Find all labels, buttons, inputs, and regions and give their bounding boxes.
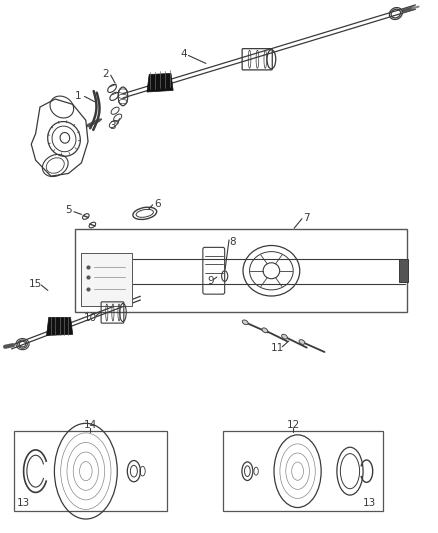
Bar bbox=[14, 431, 166, 511]
Text: 3: 3 bbox=[110, 120, 116, 131]
Polygon shape bbox=[46, 317, 73, 335]
Text: 14: 14 bbox=[84, 420, 97, 430]
Ellipse shape bbox=[299, 340, 305, 344]
Ellipse shape bbox=[282, 334, 287, 339]
Bar bbox=[399, 259, 408, 282]
Text: 13: 13 bbox=[17, 497, 30, 507]
Bar bbox=[81, 253, 132, 306]
Text: 6: 6 bbox=[155, 199, 161, 209]
Text: 10: 10 bbox=[84, 312, 97, 322]
Text: 15: 15 bbox=[29, 279, 42, 288]
Bar bbox=[223, 431, 383, 511]
Text: 7: 7 bbox=[303, 213, 310, 223]
Ellipse shape bbox=[242, 320, 248, 325]
Text: 5: 5 bbox=[65, 205, 72, 215]
Polygon shape bbox=[147, 74, 173, 92]
Text: 1: 1 bbox=[75, 91, 82, 101]
Text: 9: 9 bbox=[207, 276, 214, 286]
Ellipse shape bbox=[262, 328, 268, 333]
Text: 12: 12 bbox=[286, 420, 300, 430]
Text: 4: 4 bbox=[181, 49, 187, 59]
Text: 11: 11 bbox=[270, 343, 284, 353]
Text: 2: 2 bbox=[102, 69, 109, 79]
Text: 13: 13 bbox=[363, 497, 376, 507]
Text: 8: 8 bbox=[229, 237, 235, 247]
